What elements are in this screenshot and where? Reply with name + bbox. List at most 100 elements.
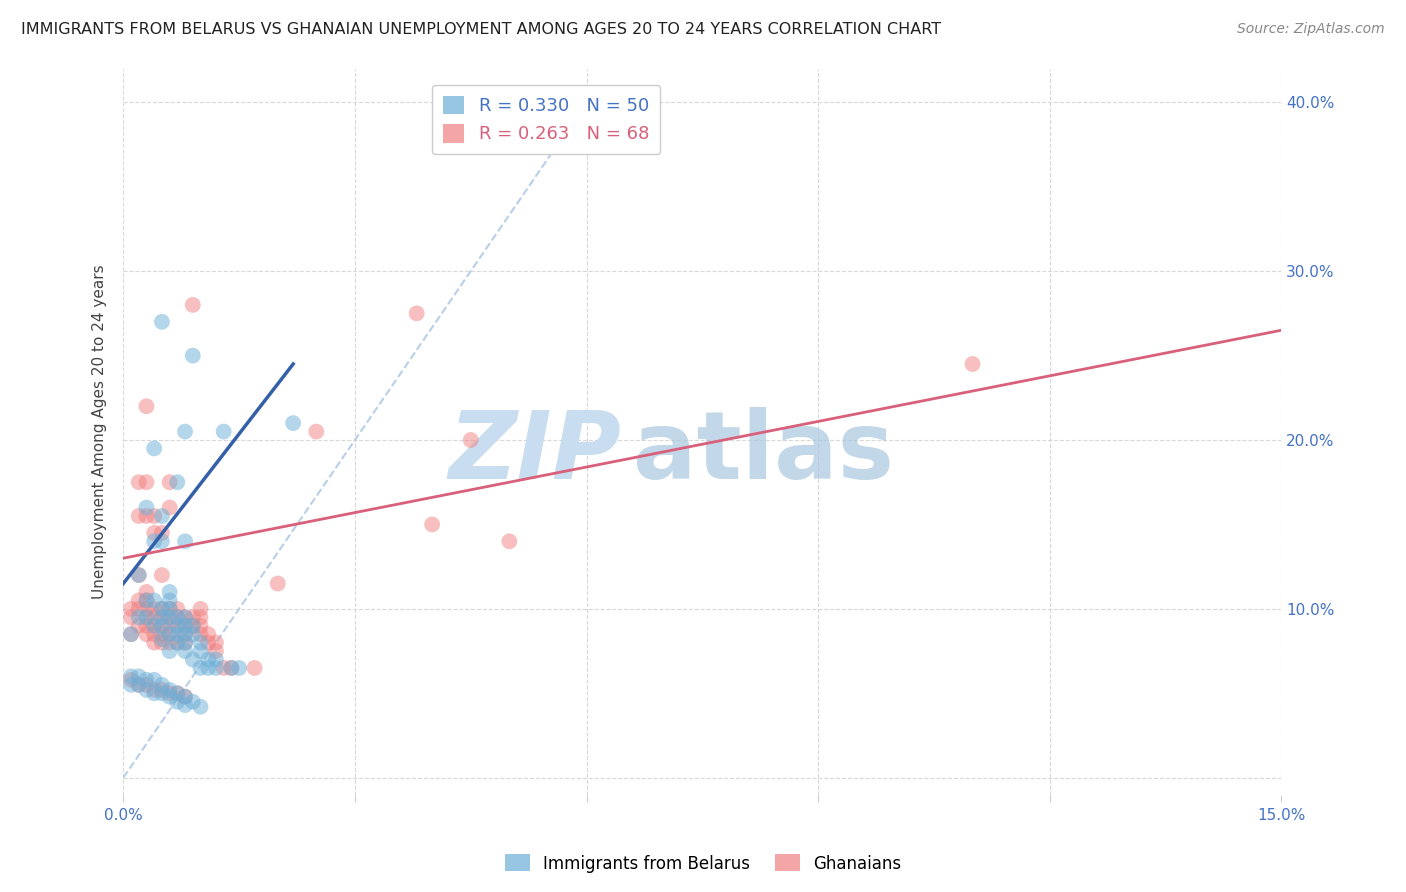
Point: [190, 644, 212, 658]
Point: [135, 508, 157, 523]
Point: [174, 610, 197, 624]
Point: [159, 686, 181, 700]
Legend: R = 0.330   N = 50, R = 0.263   N = 68: R = 0.330 N = 50, R = 0.263 N = 68: [432, 85, 659, 154]
Point: [150, 627, 173, 641]
Point: [159, 682, 181, 697]
Point: [197, 635, 219, 649]
Point: [150, 602, 173, 616]
Point: [143, 508, 166, 523]
Point: [135, 610, 157, 624]
Point: [135, 593, 157, 607]
Point: [150, 678, 173, 692]
Point: [135, 618, 157, 632]
Point: [128, 678, 150, 692]
Point: [135, 678, 157, 692]
Point: [150, 635, 173, 649]
Point: [159, 627, 181, 641]
Point: [128, 568, 150, 582]
Point: [120, 610, 142, 624]
Point: [174, 627, 197, 641]
Point: [150, 602, 173, 616]
Point: [498, 534, 520, 549]
Point: [174, 690, 197, 704]
Point: [159, 644, 181, 658]
Point: [150, 525, 173, 540]
Point: [128, 593, 150, 607]
Point: [135, 399, 157, 413]
Point: [150, 610, 173, 624]
Point: [135, 475, 157, 490]
Point: [159, 500, 181, 515]
Point: [159, 593, 181, 607]
Point: [143, 593, 166, 607]
Point: [135, 585, 157, 599]
Text: Source: ZipAtlas.com: Source: ZipAtlas.com: [1237, 22, 1385, 37]
Point: [150, 632, 173, 647]
Point: [181, 695, 204, 709]
Point: [128, 475, 150, 490]
Point: [150, 315, 173, 329]
Point: [166, 618, 188, 632]
Point: [150, 610, 173, 624]
Point: [128, 669, 150, 683]
Point: [166, 610, 188, 624]
Point: [212, 661, 235, 675]
Point: [166, 618, 188, 632]
Point: [228, 661, 250, 675]
Point: [135, 627, 157, 641]
Point: [135, 593, 157, 607]
Point: [174, 635, 197, 649]
Point: [166, 686, 188, 700]
Point: [143, 673, 166, 687]
Point: [181, 349, 204, 363]
Point: [128, 678, 150, 692]
Point: [267, 576, 290, 591]
Text: atlas: atlas: [633, 408, 894, 500]
Point: [962, 357, 984, 371]
Point: [143, 525, 166, 540]
Point: [143, 686, 166, 700]
Point: [128, 508, 150, 523]
Point: [205, 644, 228, 658]
Point: [174, 635, 197, 649]
Point: [150, 618, 173, 632]
Point: [190, 610, 212, 624]
Point: [120, 602, 142, 616]
Point: [305, 425, 328, 439]
Point: [143, 442, 166, 456]
Point: [166, 695, 188, 709]
Point: [128, 602, 150, 616]
Point: [143, 618, 166, 632]
Point: [166, 627, 188, 641]
Point: [150, 682, 173, 697]
Point: [174, 618, 197, 632]
Point: [159, 475, 181, 490]
Text: IMMIGRANTS FROM BELARUS VS GHANAIAN UNEMPLOYMENT AMONG AGES 20 TO 24 YEARS CORRE: IMMIGRANTS FROM BELARUS VS GHANAIAN UNEM…: [21, 22, 941, 37]
Point: [174, 618, 197, 632]
Point: [135, 602, 157, 616]
Point: [159, 610, 181, 624]
Point: [159, 602, 181, 616]
Point: [159, 602, 181, 616]
Point: [120, 627, 142, 641]
Point: [128, 618, 150, 632]
Point: [143, 618, 166, 632]
Point: [143, 610, 166, 624]
Point: [460, 433, 482, 447]
Point: [174, 644, 197, 658]
Point: [159, 627, 181, 641]
Point: [205, 652, 228, 666]
Point: [128, 568, 150, 582]
Point: [197, 652, 219, 666]
Point: [159, 690, 181, 704]
Point: [181, 652, 204, 666]
Point: [181, 610, 204, 624]
Point: [190, 618, 212, 632]
Point: [159, 618, 181, 632]
Point: [120, 678, 142, 692]
Point: [135, 500, 157, 515]
Point: [150, 686, 173, 700]
Point: [197, 661, 219, 675]
Point: [135, 682, 157, 697]
Point: [150, 568, 173, 582]
